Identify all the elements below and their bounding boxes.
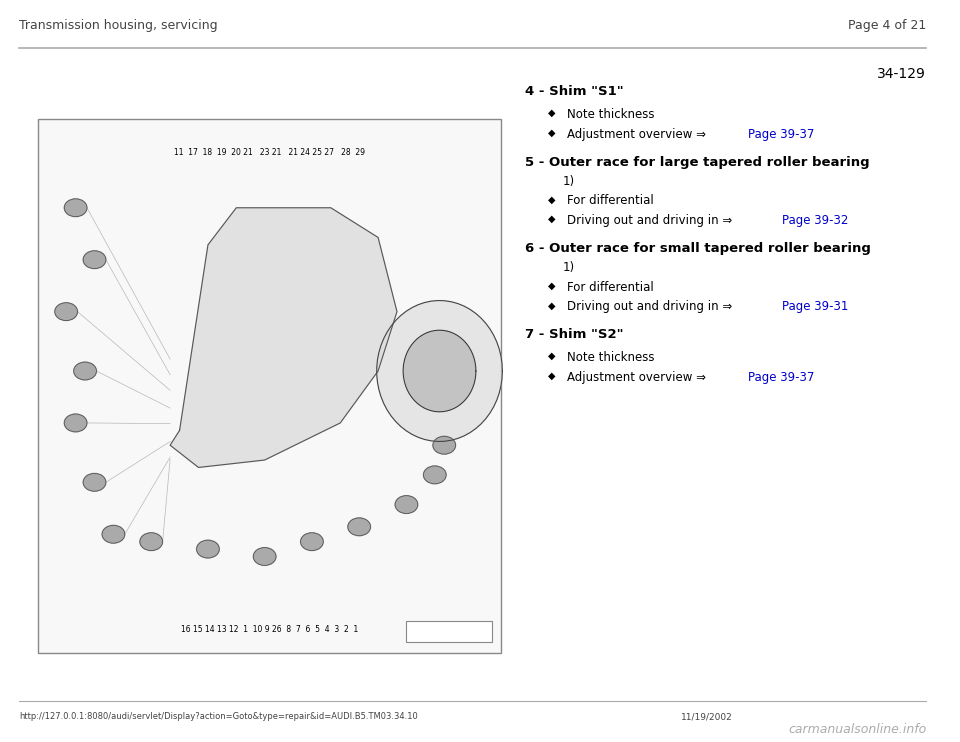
Text: Note thickness: Note thickness — [567, 108, 655, 121]
Text: V34-2865: V34-2865 — [427, 627, 470, 636]
Text: Note thickness: Note thickness — [567, 351, 655, 364]
Bar — [406, 621, 492, 642]
Text: 16 15 14 13 12  1  10 9 26  8  7  6  5  4  3  2  1: 16 15 14 13 12 1 10 9 26 8 7 6 5 4 3 2 1 — [180, 626, 358, 634]
Circle shape — [423, 466, 446, 484]
Circle shape — [64, 414, 87, 432]
Circle shape — [253, 548, 276, 565]
Circle shape — [197, 540, 219, 558]
Text: Adjustment overview ⇒: Adjustment overview ⇒ — [567, 371, 709, 384]
Text: http://127.0.0.1:8080/audi/servlet/Display?action=Goto&type=repair&id=AUDI.B5.TM: http://127.0.0.1:8080/audi/servlet/Displ… — [19, 712, 418, 721]
Text: 5 - Outer race for large tapered roller bearing: 5 - Outer race for large tapered roller … — [524, 156, 869, 169]
Text: Driving out and driving in ⇒: Driving out and driving in ⇒ — [567, 301, 736, 313]
Text: For differential: For differential — [567, 194, 654, 208]
Circle shape — [64, 199, 87, 217]
Circle shape — [300, 533, 324, 551]
Circle shape — [348, 518, 371, 536]
Circle shape — [396, 496, 418, 513]
Polygon shape — [170, 208, 397, 467]
Polygon shape — [376, 301, 502, 441]
Text: 34-129: 34-129 — [877, 67, 926, 81]
Text: 4 - Shim "S1": 4 - Shim "S1" — [524, 85, 623, 99]
Text: ◆: ◆ — [548, 214, 556, 224]
Bar — [37, 119, 501, 653]
Text: ◆: ◆ — [548, 280, 556, 291]
Text: 1): 1) — [563, 261, 574, 274]
Text: Adjustment overview ⇒: Adjustment overview ⇒ — [567, 128, 709, 141]
Circle shape — [55, 303, 78, 321]
Text: 7 - Shim "S2": 7 - Shim "S2" — [524, 329, 623, 341]
Circle shape — [140, 533, 162, 551]
Text: ◆: ◆ — [548, 371, 556, 381]
Text: 6 - Outer race for small tapered roller bearing: 6 - Outer race for small tapered roller … — [524, 242, 871, 255]
Text: ◆: ◆ — [548, 301, 556, 310]
Text: 11  17  18  19  20 21   23 21   21 24 25 27   28  29: 11 17 18 19 20 21 23 21 21 24 25 27 28 2… — [174, 148, 365, 157]
Text: ◆: ◆ — [548, 128, 556, 138]
Text: Transmission housing, servicing: Transmission housing, servicing — [19, 19, 218, 32]
Text: ◆: ◆ — [548, 108, 556, 118]
Polygon shape — [403, 330, 476, 412]
Text: Page 39-37: Page 39-37 — [749, 128, 815, 141]
Text: 1): 1) — [563, 174, 574, 188]
Text: Page 39-31: Page 39-31 — [781, 301, 849, 313]
Circle shape — [84, 251, 106, 269]
Text: Page 4 of 21: Page 4 of 21 — [848, 19, 926, 32]
Text: For differential: For differential — [567, 280, 654, 294]
Text: Driving out and driving in ⇒: Driving out and driving in ⇒ — [567, 214, 736, 227]
Text: ◆: ◆ — [548, 194, 556, 204]
Circle shape — [102, 525, 125, 543]
Text: carmanualsonline.info: carmanualsonline.info — [788, 723, 926, 737]
Text: 11/19/2002: 11/19/2002 — [681, 712, 732, 721]
Circle shape — [84, 473, 106, 491]
Text: ◆: ◆ — [548, 351, 556, 361]
Circle shape — [74, 362, 96, 380]
Text: Page 39-32: Page 39-32 — [781, 214, 849, 227]
Circle shape — [433, 436, 456, 454]
Text: Page 39-37: Page 39-37 — [749, 371, 815, 384]
